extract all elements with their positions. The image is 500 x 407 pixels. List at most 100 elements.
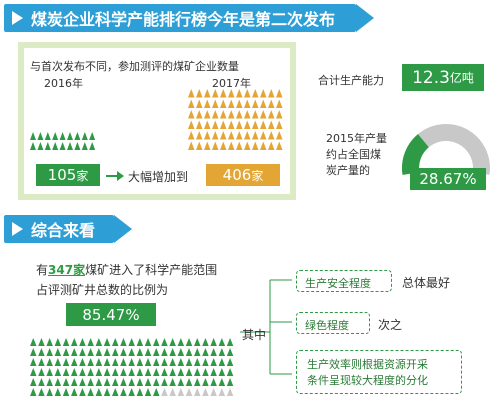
triangle-icon — [177, 358, 185, 366]
triangle-icon — [38, 378, 45, 386]
share-percent: 28.67% — [419, 170, 477, 188]
triangle-icon — [103, 348, 111, 356]
triangle-icon — [185, 348, 193, 356]
triangle-icon — [220, 141, 227, 150]
triangle-icon — [204, 120, 211, 129]
triangle-icon — [38, 358, 45, 366]
triangle-icon — [62, 388, 70, 396]
triangle-icon — [268, 120, 275, 129]
triangle-icon — [144, 358, 152, 366]
triangle-icon — [276, 131, 283, 140]
arrow-right-icon — [106, 170, 126, 182]
summary-pre: 有 — [36, 263, 49, 277]
triangle-icon — [79, 338, 86, 346]
triangle-icon — [276, 89, 283, 98]
triangle-icon — [177, 368, 185, 376]
share-line-1: 2015年产量 — [326, 132, 387, 145]
triangle-icon — [112, 338, 119, 346]
triangle-icon — [79, 358, 86, 366]
triangle-icon — [252, 120, 259, 129]
count-2016-value: 105 — [47, 166, 77, 184]
triangle-icon — [62, 358, 70, 366]
triangle-icon — [87, 378, 94, 386]
triangle-icon — [81, 132, 88, 140]
triangle-icon — [194, 368, 201, 376]
summary-line-2: 占评测矿井总数的比例为 — [36, 283, 169, 297]
triangle-icon — [212, 89, 219, 98]
triangle-icon — [89, 142, 96, 150]
triangle-icon — [59, 132, 66, 140]
triangle-icon — [71, 368, 78, 376]
triangle-icon — [71, 378, 78, 386]
triangle-icon — [52, 142, 59, 150]
triangle-icon — [144, 378, 152, 386]
triangle-icon — [268, 89, 275, 98]
triangle-icon — [59, 142, 66, 150]
triangle-icon — [38, 338, 45, 346]
triangle-icon — [161, 338, 168, 346]
triangle-icon — [136, 388, 144, 396]
triangle-icon — [196, 120, 203, 129]
triangle-icon — [136, 358, 144, 366]
triangle-icon — [228, 99, 235, 108]
triangle-icon — [252, 89, 259, 98]
triangle-icon — [169, 378, 176, 386]
share-gauge — [402, 124, 490, 175]
diagram-box-green: 绿色程度 — [296, 312, 370, 334]
triangle-icon — [38, 368, 45, 376]
diagram-box-efficiency-line-1: 生产效率则根据资源开采 — [307, 358, 428, 371]
year-2016-label: 2016年 — [44, 77, 83, 90]
triangle-icon — [268, 110, 275, 119]
triangle-icon — [46, 358, 53, 366]
triangle-icon — [144, 368, 152, 376]
triangle-icon — [112, 368, 119, 376]
triangle-icon — [95, 368, 103, 376]
triangle-icon — [244, 99, 251, 108]
summary-percent-box: 85.47% — [66, 303, 156, 326]
triangle-icon — [194, 348, 201, 356]
triangle-icon — [120, 348, 127, 356]
triangle-icon — [136, 378, 144, 386]
triangle-icon — [228, 89, 235, 98]
triangle-icon — [260, 110, 267, 119]
summary-line-1: 有347家煤矿进入了科学产能范围 — [36, 261, 217, 278]
triangle-icon — [120, 338, 127, 346]
triangle-icon — [194, 338, 201, 346]
triangle-icon — [136, 368, 144, 376]
section-banner-1: 煤炭企业科学产能排行榜今年是第二次发布 — [4, 4, 374, 32]
triangle-icon — [276, 141, 283, 150]
diagram-box-efficiency: 生产效率则根据资源开采 条件呈现较大程度的分化 — [296, 350, 462, 394]
triangle-icon — [268, 141, 275, 150]
triangle-icon — [37, 142, 44, 150]
triangle-icon — [79, 378, 86, 386]
triangle-icon — [177, 338, 185, 346]
triangle-icon — [62, 338, 70, 346]
triangle-icon — [71, 338, 78, 346]
triangle-icon — [177, 378, 185, 386]
triangle-icon — [194, 358, 201, 366]
triangle-icon — [244, 120, 251, 129]
arrow-text: 大幅增加到 — [128, 170, 189, 184]
triangle-icon — [196, 89, 203, 98]
triangle-icon — [276, 120, 283, 129]
triangle-icon — [260, 89, 267, 98]
triangle-icon — [74, 132, 81, 140]
count-2016-unit: 家 — [76, 168, 89, 183]
capacity-unit: 亿吨 — [449, 71, 474, 85]
triangle-icon — [54, 358, 62, 366]
triangle-icon — [236, 89, 243, 98]
triangle-icon — [38, 388, 45, 396]
triangle-icon — [62, 368, 70, 376]
section-banner-2: 综合来看 — [4, 215, 132, 243]
triangle-icon — [161, 368, 168, 376]
triangle-icon — [30, 132, 36, 140]
triangle-icon — [46, 348, 53, 356]
gauge-background-arc — [402, 124, 490, 175]
triangle-icon — [128, 378, 135, 386]
triangle-icon — [120, 378, 127, 386]
triangle-icon — [196, 141, 203, 150]
triangle-icon — [228, 131, 235, 140]
triangle-icon — [153, 338, 160, 346]
triangle-icon — [136, 348, 144, 356]
triangle-icon — [87, 338, 94, 346]
